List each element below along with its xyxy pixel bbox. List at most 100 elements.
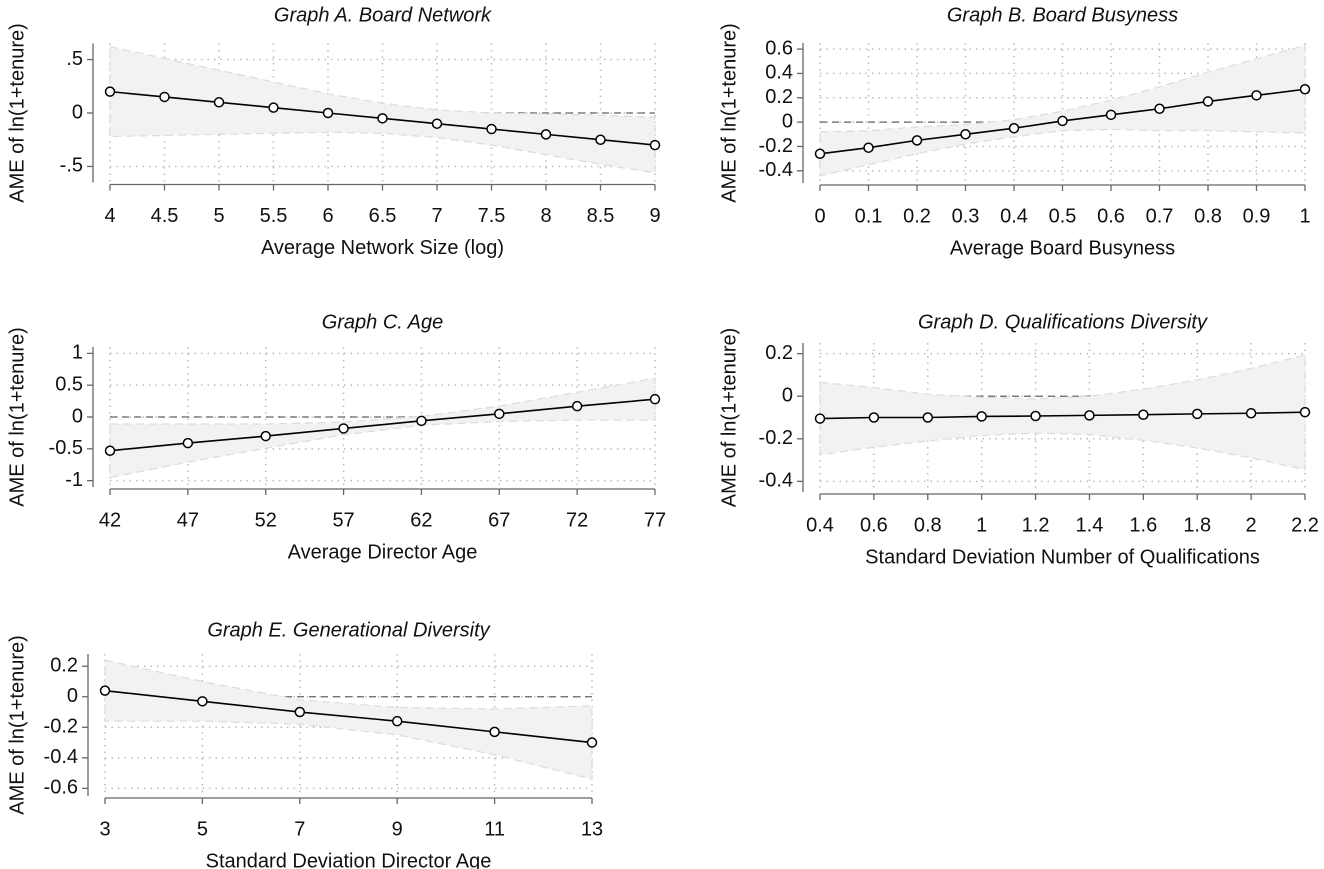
confidence-band <box>819 353 1306 471</box>
x-tick-label: 7.5 <box>478 205 506 227</box>
x-tick-label: 0 <box>814 205 825 227</box>
y-tick-label: 0 <box>782 110 793 132</box>
x-tick-label: 0.6 <box>1097 205 1125 227</box>
y-tick-label: 1 <box>72 342 83 364</box>
marker <box>1202 96 1214 107</box>
y-tick-label: -0.5 <box>49 437 83 459</box>
y-axis-label: AME of ln(1+tenure) <box>718 23 740 203</box>
confidence-band <box>104 659 593 780</box>
y-tick-label: .5 <box>66 48 83 70</box>
marker <box>814 413 826 424</box>
chart-title: Graph C. Age <box>322 311 444 333</box>
marker <box>1138 409 1149 420</box>
marker <box>1154 103 1165 114</box>
y-tick-label: 0.2 <box>765 342 793 364</box>
y-tick-label: -0.2 <box>759 427 793 449</box>
x-tick-label: 57 <box>332 509 354 531</box>
x-tick-label: 62 <box>410 509 432 531</box>
y-tick-label: 0 <box>72 405 83 427</box>
panel: Graph C. Age -1 -0.5 0 0.5 1 42 47 52 57 62 67 72 77 A… <box>6 311 666 563</box>
marker <box>416 415 427 427</box>
y-tick-label: 0.2 <box>50 654 78 676</box>
x-tick-label: 7 <box>294 818 305 840</box>
marker <box>863 142 874 153</box>
x-tick-label: 6.5 <box>369 205 397 227</box>
x-tick-label: 9 <box>392 818 403 840</box>
marker <box>294 706 306 718</box>
x-tick-label: 2 <box>1246 514 1257 536</box>
y-tick-label: -0.4 <box>759 470 793 492</box>
marker <box>494 408 505 420</box>
confidence-band <box>819 44 1306 177</box>
marker <box>1251 90 1262 101</box>
y-tick-label: 0.6 <box>765 37 793 59</box>
x-tick-label: 67 <box>488 509 510 531</box>
x-tick-label: 1.6 <box>1129 514 1157 536</box>
x-tick-label: 8.5 <box>587 205 615 227</box>
marker <box>586 737 598 748</box>
x-tick-label: 1.4 <box>1076 514 1104 536</box>
marker <box>1057 115 1068 127</box>
x-tick-label: 0.5 <box>1049 205 1077 227</box>
chart-title: Graph B. Board Busyness <box>947 4 1178 26</box>
marker <box>486 123 497 135</box>
marker <box>649 393 661 405</box>
x-tick-label: 0.1 <box>855 205 883 227</box>
panel: Graph E. Generational Diversity -0.6 -0.4 -… <box>6 619 603 869</box>
y-tick-label: -0.6 <box>44 777 78 799</box>
x-axis-label: Standard Deviation Number of Qualificati… <box>865 546 1260 568</box>
x-tick-label: 0.4 <box>1000 205 1028 227</box>
x-axis-label: Average Director Age <box>288 541 478 563</box>
y-tick-label: -0.2 <box>759 135 793 157</box>
y-tick-label: 0 <box>72 101 83 123</box>
marker <box>377 113 388 124</box>
marker <box>104 445 116 456</box>
panel: Graph A. Board Network -.5 0 .5 4 4.5 5 5.5 6 6.5… <box>6 4 660 259</box>
marker <box>1191 408 1203 420</box>
y-tick-label: -0.2 <box>44 716 78 738</box>
y-tick-label: 0 <box>782 384 793 406</box>
marker <box>540 129 552 140</box>
x-tick-label: 1 <box>976 514 987 536</box>
marker <box>1299 84 1311 95</box>
marker <box>338 423 349 434</box>
x-tick-label: 7 <box>431 205 442 227</box>
x-tick-label: 8 <box>540 205 551 227</box>
x-tick-label: 77 <box>644 509 666 531</box>
y-axis-label: AME of ln(1+tenure) <box>6 23 28 203</box>
marker <box>104 86 116 97</box>
chart-title: Graph A. Board Network <box>274 4 492 26</box>
marker <box>976 411 987 422</box>
x-tick-label: 0.6 <box>860 514 888 536</box>
marker <box>911 135 923 146</box>
marker <box>1299 406 1311 418</box>
x-tick-label: 11 <box>484 818 505 840</box>
x-tick-label: 2.2 <box>1291 514 1319 536</box>
x-tick-label: 5.5 <box>260 205 288 227</box>
marker <box>268 102 279 113</box>
marker <box>322 107 334 119</box>
x-tick-label: 3 <box>99 818 110 840</box>
marker <box>99 685 111 696</box>
x-tick-label: 0.8 <box>1194 205 1222 227</box>
marker <box>1105 109 1117 121</box>
marker <box>391 715 403 727</box>
panel: Graph D. Qualifications Diversity -0.4 -0.… <box>718 311 1319 568</box>
estimate-line <box>104 689 593 744</box>
x-tick-label: 13 <box>581 818 603 840</box>
chart-title: Graph D. Qualifications Diversity <box>918 311 1208 333</box>
y-tick-label: -.5 <box>60 155 83 177</box>
marker <box>571 400 583 412</box>
estimate-line <box>109 398 656 452</box>
marker <box>1084 410 1095 421</box>
marker <box>649 139 661 151</box>
x-tick-label: 0.4 <box>806 514 834 536</box>
y-axis-label: AME of ln(1+tenure) <box>6 635 28 815</box>
marker <box>814 148 826 160</box>
y-tick-label: -0.4 <box>759 159 793 181</box>
x-tick-label: 6 <box>322 205 333 227</box>
marker <box>197 696 208 707</box>
y-axis-label: AME of ln(1+tenure) <box>6 327 28 507</box>
x-axis-label: Average Board Busyness <box>950 237 1175 259</box>
